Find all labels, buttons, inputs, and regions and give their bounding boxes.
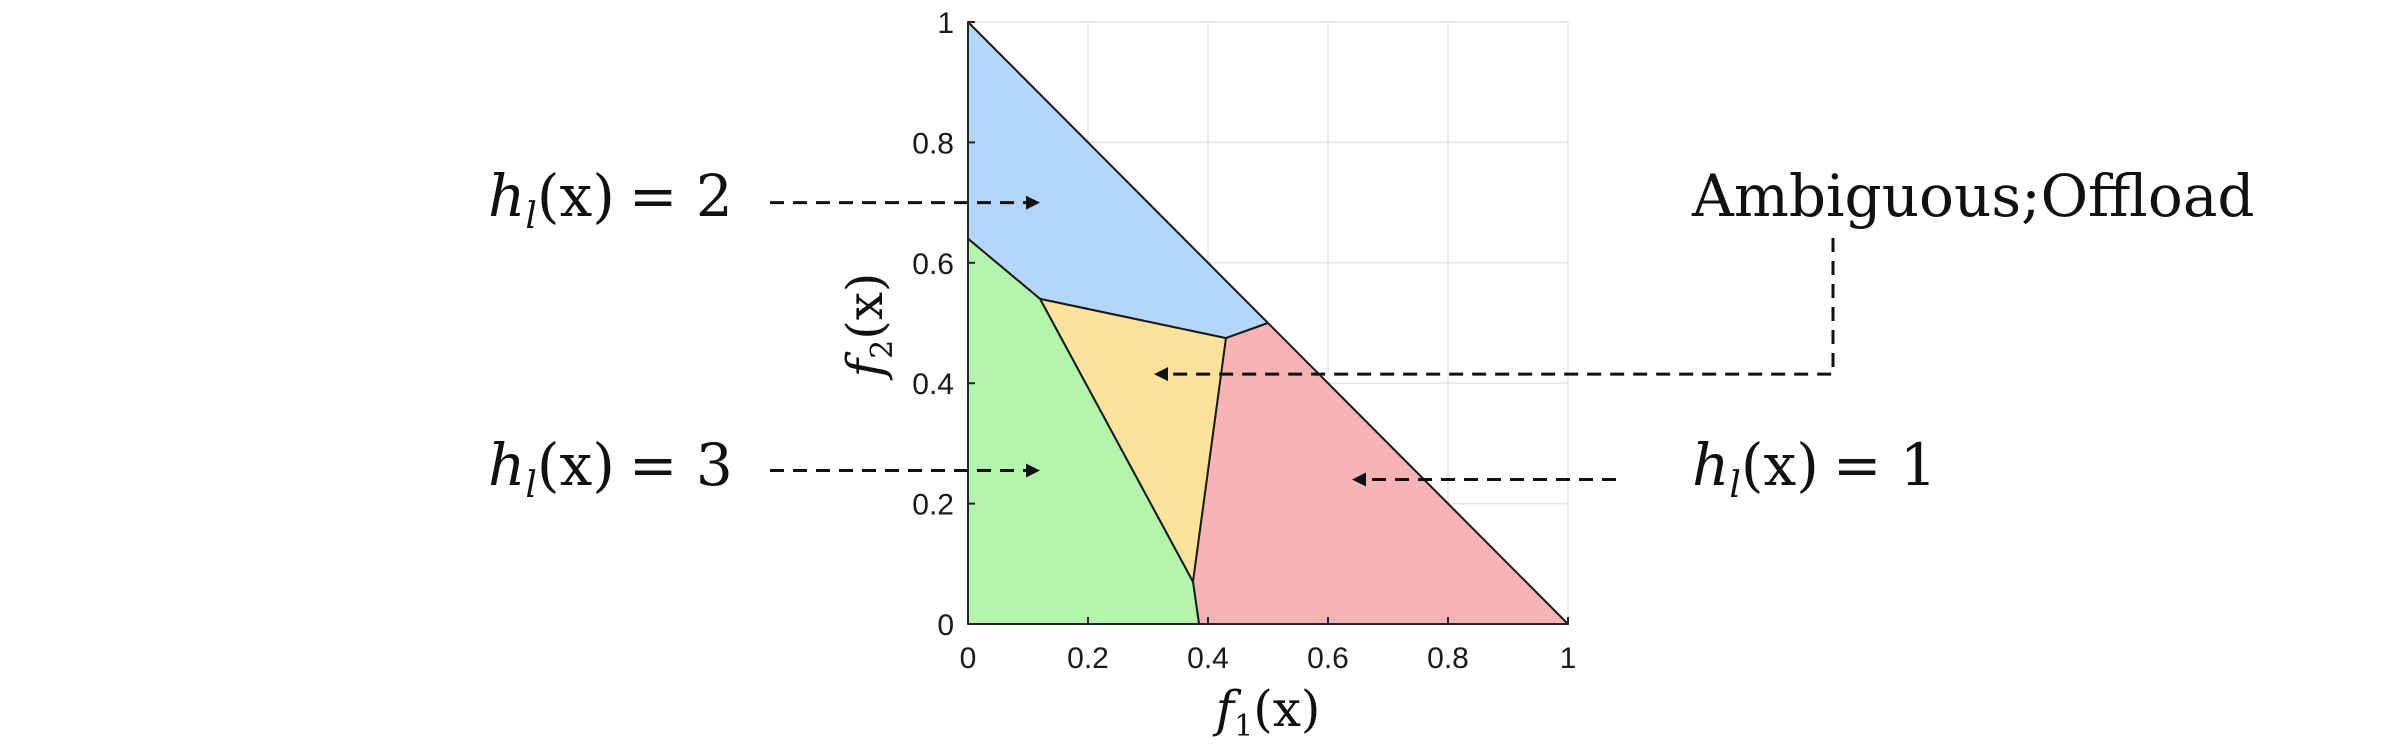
y-tick-label: 1 bbox=[937, 7, 954, 40]
regions bbox=[967, 21, 1569, 625]
arrow-head-h1 bbox=[1352, 472, 1366, 487]
region-h1 bbox=[1192, 322, 1569, 625]
x-tick-label: 0.4 bbox=[1187, 642, 1229, 675]
y-tick-label: 0.2 bbox=[912, 489, 954, 522]
x-tick-label: 0.2 bbox=[1067, 642, 1109, 675]
annotation-ambiguous-label: Ambiguous;Offload bbox=[1691, 162, 2255, 230]
x-tick-label: 1 bbox=[1560, 642, 1577, 675]
annotation-h2-label: hl(x) = 2 bbox=[488, 162, 733, 237]
arrow-ambiguous bbox=[1168, 238, 1835, 376]
x-tick-label: 0 bbox=[960, 642, 977, 675]
arrow-head-h2 bbox=[1026, 195, 1040, 210]
y-axis-label: f2(x) bbox=[836, 273, 900, 382]
annotation-h3-label: hl(x) = 3 bbox=[488, 431, 733, 506]
arrow-head-ambiguous bbox=[1154, 367, 1168, 382]
y-tick-label: 0.6 bbox=[912, 248, 954, 281]
arrow-head-h3 bbox=[1026, 463, 1040, 478]
y-tick-label: 0.4 bbox=[912, 368, 954, 401]
annotation-h1-label: hl(x) = 1 bbox=[1692, 431, 1937, 506]
y-tick-label: 0 bbox=[937, 609, 954, 642]
axes: 0 0.2 0.4 0.6 0.8 1 0 0.2 0.4 0.6 0.8 1 bbox=[912, 7, 1576, 675]
x-tick-label: 0.8 bbox=[1427, 642, 1469, 675]
x-tick-label: 0.6 bbox=[1307, 642, 1349, 675]
annotation-arrows bbox=[770, 195, 1835, 487]
y-tick-label: 0.8 bbox=[912, 127, 954, 160]
x-axis-label: f1(x) bbox=[1212, 680, 1321, 744]
